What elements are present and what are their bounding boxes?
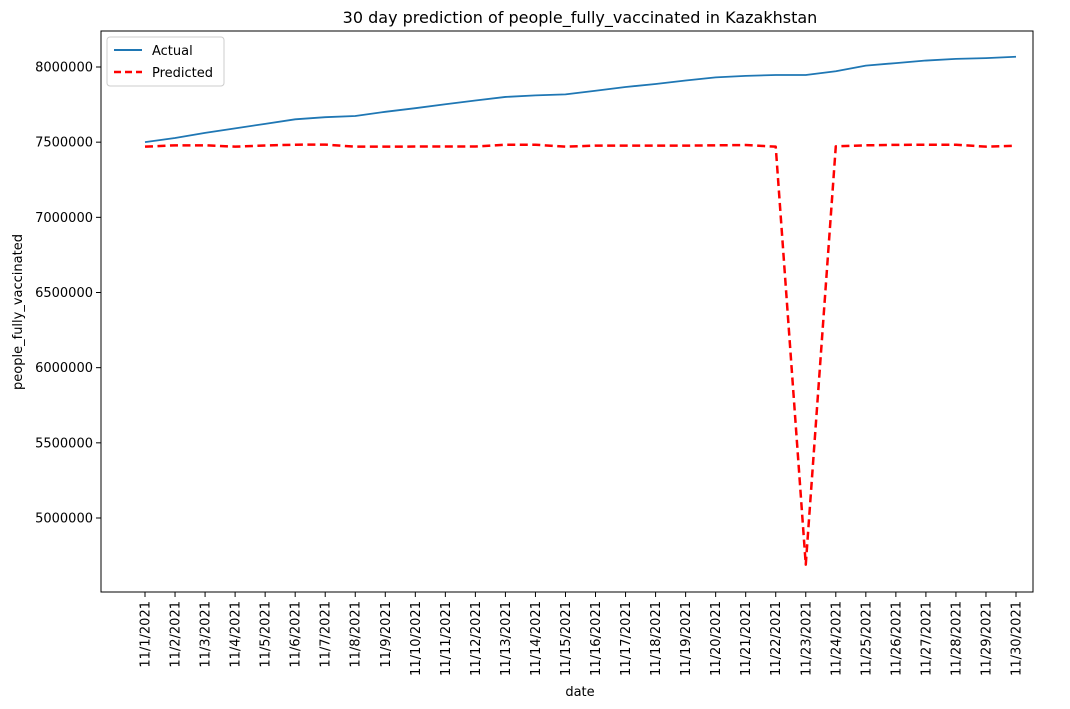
- x-tick-label: 11/14/2021: [529, 601, 544, 676]
- x-tick-label: 11/29/2021: [979, 601, 994, 676]
- series-line-predicted: [144, 143, 1017, 566]
- legend-label-actual: Actual: [152, 44, 193, 59]
- x-tick-label: 11/1/2021: [139, 601, 154, 668]
- y-tick-label: 6500000: [35, 286, 93, 301]
- x-tick-label: 11/8/2021: [349, 601, 364, 668]
- x-tick-label: 11/16/2021: [589, 601, 604, 676]
- x-tick-label: 11/27/2021: [919, 601, 934, 676]
- x-tick-label: 11/28/2021: [949, 601, 964, 676]
- x-axis-label: date: [565, 685, 594, 700]
- x-tick-label: 11/4/2021: [229, 601, 244, 668]
- x-tick-label: 11/6/2021: [289, 601, 304, 668]
- x-tick-label: 11/11/2021: [439, 601, 454, 676]
- legend-label-predicted: Predicted: [152, 66, 213, 81]
- x-tick-label: 11/7/2021: [319, 601, 334, 668]
- x-tick-label: 11/25/2021: [859, 601, 874, 676]
- x-tick-label: 11/30/2021: [1010, 601, 1025, 676]
- x-tick-label: 11/15/2021: [559, 601, 574, 676]
- y-tick-label: 5000000: [35, 512, 93, 527]
- x-tick-label: 11/22/2021: [769, 601, 784, 676]
- x-tick-label: 11/3/2021: [199, 601, 214, 668]
- y-tick-label: 7500000: [35, 136, 93, 151]
- y-axis-label: people_fully_vaccinated: [11, 234, 26, 390]
- legend: Actual Predicted: [106, 36, 225, 87]
- y-tick-label: 5500000: [35, 436, 93, 451]
- x-tick-label: 11/19/2021: [679, 601, 694, 676]
- x-tick-label: 11/23/2021: [799, 601, 814, 676]
- plot-frame: [100, 30, 1034, 593]
- x-tick-label: 11/5/2021: [259, 601, 274, 668]
- x-tick-label: 11/2/2021: [169, 601, 184, 668]
- y-tick-label: 8000000: [35, 61, 93, 76]
- x-tick-label: 11/9/2021: [379, 601, 394, 668]
- x-tick-label: 11/21/2021: [739, 601, 754, 676]
- x-tick-label: 11/26/2021: [889, 601, 904, 676]
- chart-title: 30 day prediction of people_fully_vaccin…: [343, 8, 818, 28]
- series-line-actual: [144, 55, 1017, 144]
- y-tick-label: 6000000: [35, 361, 93, 376]
- x-tick-label: 11/10/2021: [409, 601, 424, 676]
- y-tick-label: 7000000: [35, 211, 93, 226]
- x-tick-label: 11/18/2021: [649, 601, 664, 676]
- x-tick-label: 11/13/2021: [499, 601, 514, 676]
- x-tick-label: 11/24/2021: [829, 601, 844, 676]
- x-tick-label: 11/17/2021: [619, 601, 634, 676]
- x-tick-label: 11/12/2021: [469, 601, 484, 676]
- x-tick-label: 11/20/2021: [709, 601, 724, 676]
